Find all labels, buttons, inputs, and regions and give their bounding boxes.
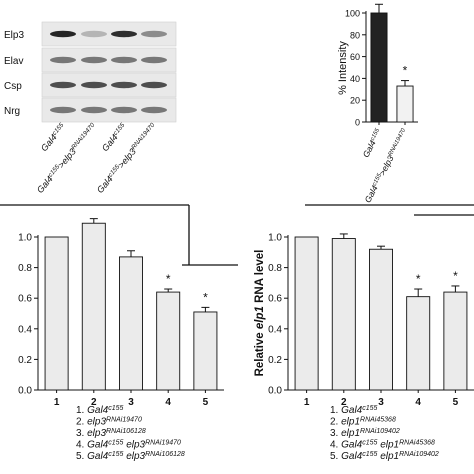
- blot-band: [81, 106, 107, 114]
- blot-band: [111, 81, 137, 89]
- blot-band: [81, 56, 107, 64]
- legend-entry: 5. Gal4c155 elp1RNAi109402: [330, 451, 439, 463]
- blot-row-label: Elp3: [4, 30, 24, 41]
- legend-entry: 2. elp3RNAi19470: [76, 416, 142, 428]
- y-tick-label: 0.6: [18, 294, 32, 305]
- x-tick-label: 2: [91, 397, 97, 408]
- blot-lane-label: Gal4c155: [38, 121, 67, 153]
- y-axis-label: Relative elp1 RNA level: [254, 250, 266, 377]
- blot-band: [50, 106, 76, 114]
- bar: [156, 291, 181, 391]
- y-tick-label: 0: [355, 118, 360, 128]
- y-tick-label: 80: [350, 30, 360, 40]
- x-tick-label: 5: [203, 397, 209, 408]
- bar: [370, 12, 388, 123]
- x-tick-label: 4: [165, 397, 171, 408]
- y-axis-label: % Intensity: [337, 41, 349, 95]
- significance-star: *: [403, 64, 408, 78]
- y-tick-label: 1.0: [18, 233, 32, 244]
- y-tick-label: 0.4: [18, 324, 32, 335]
- x-tick-label: 2: [341, 397, 347, 408]
- significance-star: *: [416, 272, 421, 286]
- legend-entry: 5. Gal4c155 elp3RNAi106128: [76, 451, 185, 463]
- blot-row-label: Nrg: [4, 106, 20, 117]
- legend-entry: 1. Gal4c155: [76, 405, 124, 417]
- blot-row-label: Elav: [4, 56, 23, 67]
- blot-band: [50, 56, 76, 64]
- bar: [44, 236, 69, 391]
- bar: [369, 248, 393, 391]
- blot-band: [141, 81, 167, 89]
- x-tick-label: 3: [128, 397, 134, 408]
- blot-band: [50, 30, 76, 38]
- y-tick-label: 0.2: [268, 355, 282, 366]
- significance-star: *: [203, 290, 208, 304]
- western-blot-panel: Elp3ElavCspNrgGal4c155Gal4c155>elp3RNAi1…: [4, 21, 177, 195]
- x-tick-label: 1: [54, 397, 60, 408]
- y-tick-label: 20: [350, 96, 360, 106]
- blot-band: [81, 81, 107, 89]
- significance-star: *: [166, 272, 171, 286]
- bar: [443, 291, 468, 391]
- y-tick-label: 0.6: [268, 294, 282, 305]
- x-tick-label: 5: [453, 397, 459, 408]
- legend-entry: 1. Gal4c155: [330, 405, 378, 417]
- blot-band: [111, 30, 137, 38]
- bracket-connectors: [0, 204, 474, 266]
- blot-lane-label: Gal4c155: [99, 121, 128, 153]
- bar: [406, 296, 431, 391]
- blot-band: [141, 30, 167, 38]
- legend-entry: 3. elp3RNAi106128: [76, 428, 146, 440]
- bar: [396, 85, 414, 123]
- y-tick-label: 40: [350, 74, 360, 84]
- elp1-rna-chart: 0.0 0.2 0.4 0.6 0.8 1.0 1 2 3 * 4 * 5 Relative elp1 R…: [254, 233, 474, 463]
- x-category-label: Gal4c155: [361, 127, 385, 159]
- y-tick-label: 0.0: [18, 386, 32, 397]
- y-tick-label: 0.2: [18, 355, 32, 366]
- blot-band: [81, 30, 107, 38]
- legend-entry: 4. Gal4c155 elp3RNAi19470: [76, 439, 181, 451]
- legend-entry: 4. Gal4c155 elp1RNAi45368: [330, 439, 435, 451]
- y-tick-label: 100: [345, 9, 360, 19]
- bar: [331, 238, 356, 391]
- blot-band: [111, 56, 137, 64]
- y-tick-label: 0.4: [268, 324, 282, 335]
- blot-row-label: Csp: [4, 81, 22, 92]
- y-tick-label: 1.0: [268, 233, 282, 244]
- blot-lane-label: Gal4c155>elp3RNAi19470: [34, 121, 98, 195]
- bar: [294, 236, 319, 391]
- legend-entry: 3. elp1RNAi109402: [330, 428, 400, 440]
- y-tick-label: 0.8: [18, 263, 32, 274]
- blot-band: [141, 106, 167, 114]
- bar: [193, 311, 218, 391]
- x-tick-label: 1: [304, 397, 310, 408]
- blot-band: [111, 106, 137, 114]
- bar: [81, 222, 106, 391]
- x-tick-label: 3: [378, 397, 384, 408]
- significance-star: *: [453, 269, 458, 283]
- blot-lane-label: Gal4c155>elp3RNAi19470: [94, 121, 158, 195]
- legend-entry: 2. elp1RNAi45368: [330, 416, 396, 428]
- blot-band: [141, 56, 167, 64]
- bar: [119, 256, 143, 391]
- y-tick-label: 0.0: [268, 386, 282, 397]
- blot-band: [50, 81, 76, 89]
- y-tick-label: 0.8: [268, 263, 282, 274]
- x-tick-label: 4: [415, 397, 421, 408]
- y-tick-label: 60: [350, 52, 360, 62]
